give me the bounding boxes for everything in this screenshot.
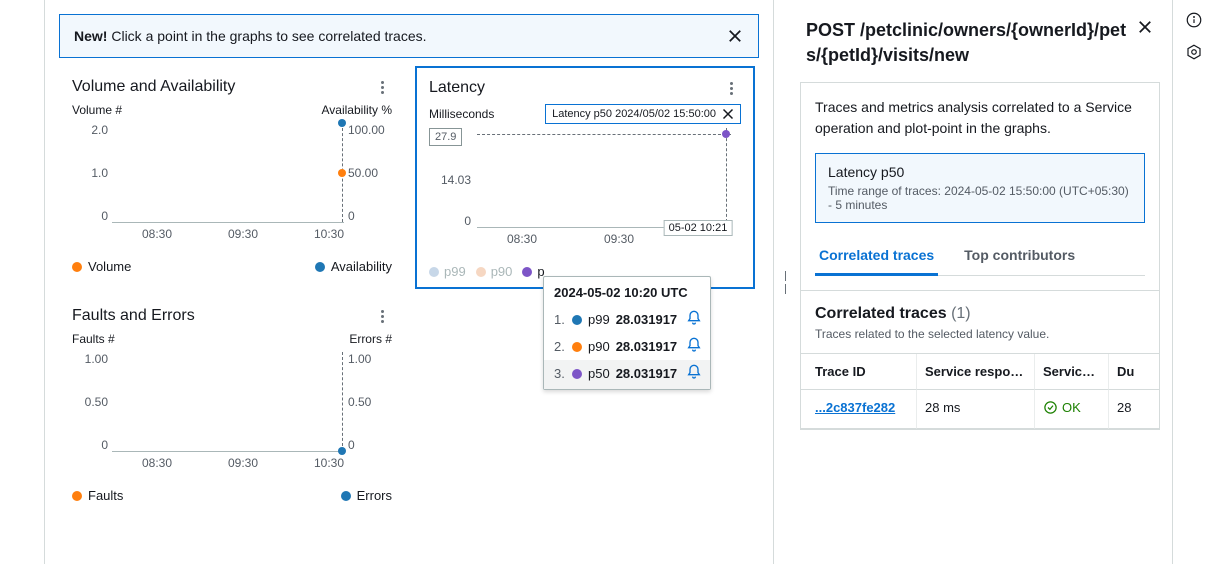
- kebab-menu-icon[interactable]: [721, 78, 741, 98]
- legend-item: Availability: [315, 259, 392, 274]
- selection-chip: Latency p50 2024/05/02 15:50:00: [545, 104, 741, 124]
- left-axis-label: Volume #: [72, 103, 122, 117]
- legend-item: p90: [476, 264, 513, 279]
- legend-item: p: [522, 264, 544, 279]
- kebab-menu-icon[interactable]: [372, 77, 392, 97]
- left-axis-label: Faults #: [72, 332, 115, 346]
- legend-item: Faults: [72, 488, 123, 503]
- plot-area[interactable]: [112, 352, 344, 452]
- details-card: Traces and metrics analysis correlated t…: [800, 82, 1160, 430]
- operation-title: POST /petclinic/owners/{ownerId}/pets/{p…: [806, 18, 1128, 68]
- info-banner: New! Click a point in the graphs to see …: [59, 14, 759, 58]
- duration-cell: 28: [1109, 390, 1159, 429]
- traces-table: Trace ID Service response ti... Service …: [801, 353, 1159, 429]
- details-panel: POST /petclinic/owners/{ownerId}/pets/{p…: [790, 0, 1170, 564]
- utility-rail: [1172, 0, 1215, 564]
- faults-chart-card: Faults and Errors Faults # Errors # 1.00…: [59, 295, 405, 512]
- section-title: Correlated traces (1): [815, 305, 1145, 323]
- column-header[interactable]: Trace ID: [801, 354, 917, 390]
- chart-title: Latency: [429, 79, 485, 97]
- bell-icon[interactable]: [686, 310, 702, 329]
- legend-item: p99: [429, 264, 466, 279]
- column-header[interactable]: Service response ti...: [917, 354, 1035, 390]
- chart-title: Volume and Availability: [72, 78, 235, 96]
- kebab-menu-icon[interactable]: [372, 306, 392, 326]
- settings-icon[interactable]: [1184, 42, 1204, 62]
- close-icon[interactable]: [1136, 18, 1154, 36]
- tab-correlated-traces[interactable]: Correlated traces: [815, 237, 938, 276]
- trace-id-link[interactable]: ...2c837fe282: [815, 400, 895, 415]
- latency-chart-card: Latency Milliseconds Latency p50 2024/05…: [415, 66, 755, 289]
- popover-title: 2024-05-02 10:20 UTC: [544, 277, 710, 306]
- popover-row: 3. p50 28.031917: [544, 360, 710, 389]
- bell-icon[interactable]: [686, 364, 702, 383]
- chart-title: Faults and Errors: [72, 307, 195, 325]
- plot-area[interactable]: [112, 123, 344, 223]
- info-icon[interactable]: [1184, 10, 1204, 30]
- status-badge: OK: [1043, 400, 1081, 415]
- chart-plot[interactable]: 1.00 0.50 0 1.00 0.50 0 08:30 09:30 10:3…: [72, 352, 392, 482]
- close-icon[interactable]: [726, 27, 744, 45]
- chart-plot[interactable]: 2.0 1.0 0 100.00 50.00 0 08:30 09:30: [72, 123, 392, 253]
- plot-area[interactable]: 05-02 10:21: [477, 128, 731, 228]
- section-subtitle: Traces related to the selected latency v…: [815, 327, 1145, 341]
- chart-plot[interactable]: 27.9 14.03 0 05-02 10:21 08:30 09:30 10:…: [429, 128, 741, 258]
- bell-icon[interactable]: [686, 337, 702, 356]
- column-header[interactable]: Service status: [1035, 354, 1109, 390]
- column-header[interactable]: Du: [1109, 354, 1159, 390]
- unit-label: Milliseconds: [429, 107, 494, 121]
- description-text: Traces and metrics analysis correlated t…: [815, 97, 1145, 139]
- tab-top-contributors[interactable]: Top contributors: [960, 237, 1079, 276]
- right-axis-label: Errors #: [349, 332, 392, 346]
- resize-handle[interactable]: [781, 268, 789, 296]
- table-row: ...2c837fe282 28 ms OK 28: [801, 390, 1159, 429]
- popover-row: 2. p90 28.031917: [544, 333, 710, 360]
- right-axis-label: Availability %: [322, 103, 392, 117]
- volume-chart-card: Volume and Availability Volume # Availab…: [59, 66, 405, 289]
- response-time-cell: 28 ms: [917, 390, 1035, 429]
- table-header-row: Trace ID Service response ti... Service …: [801, 354, 1159, 390]
- banner-text: New! Click a point in the graphs to see …: [74, 28, 427, 44]
- chart-tooltip-popover: 2024-05-02 10:20 UTC 1. p99 28.031917 2.…: [543, 276, 711, 390]
- close-icon[interactable]: [722, 108, 734, 120]
- legend-item: Volume: [72, 259, 131, 274]
- legend-item: Errors: [341, 488, 392, 503]
- popover-row: 1. p99 28.031917: [544, 306, 710, 333]
- selection-summary: Latency p50 Time range of traces: 2024-0…: [815, 153, 1145, 223]
